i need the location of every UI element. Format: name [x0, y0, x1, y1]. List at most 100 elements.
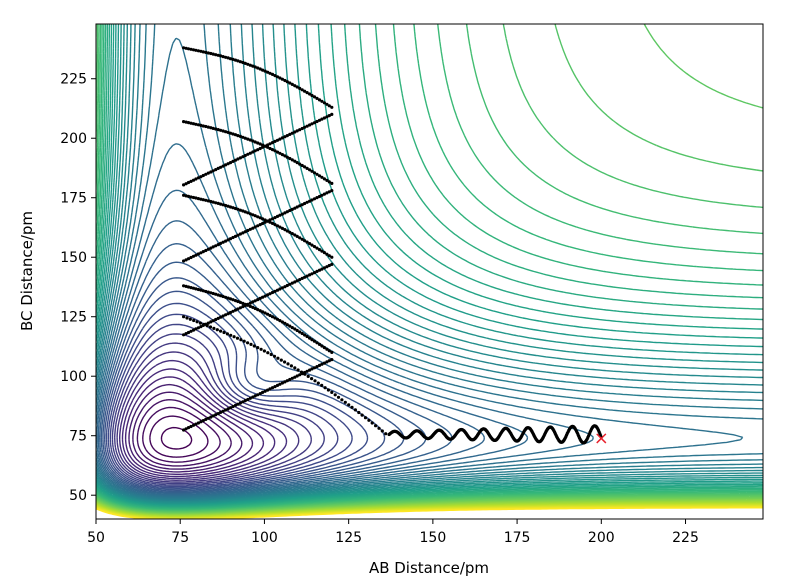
trajectory-point — [219, 315, 223, 319]
trajectory-point — [233, 403, 238, 407]
trajectory-point — [189, 424, 193, 429]
trajectory-point — [182, 428, 186, 432]
trajectory-point — [275, 288, 280, 292]
trajectory-point — [343, 400, 347, 404]
trajectory-point — [211, 291, 215, 296]
trajectory-point — [253, 225, 257, 229]
trajectory-point — [199, 288, 203, 292]
trajectory-point — [300, 276, 304, 280]
trajectory-point — [320, 344, 324, 348]
trajectory-point — [204, 124, 208, 129]
trajectory-point — [288, 208, 292, 213]
trajectory-point — [231, 159, 235, 163]
trajectory-point — [293, 159, 297, 163]
trajectory-point — [263, 294, 267, 298]
trajectory-point — [256, 308, 260, 312]
trajectory-point — [199, 49, 203, 53]
trajectory-point — [270, 148, 275, 152]
trajectory-point — [212, 326, 216, 330]
trajectory-point — [305, 91, 309, 95]
trajectory-point — [241, 301, 245, 305]
trajectory-point — [325, 102, 329, 106]
trajectory-point — [278, 287, 282, 291]
trajectory-point — [258, 223, 262, 227]
trajectory-point — [268, 142, 272, 146]
trajectory-point — [241, 60, 245, 65]
trajectory-point — [330, 105, 334, 109]
trajectory-point — [310, 377, 314, 381]
trajectory-point — [312, 171, 317, 175]
trajectory-point — [224, 408, 228, 412]
trajectory-point — [253, 306, 257, 311]
trajectory-point — [184, 120, 188, 124]
trajectory-point — [233, 308, 238, 312]
trajectory-point — [270, 386, 275, 390]
trajectory-point — [182, 46, 186, 50]
trajectory-point — [191, 328, 196, 332]
trajectory-point — [285, 379, 289, 383]
trajectory-point — [280, 212, 284, 216]
trajectory-point — [238, 208, 242, 212]
trajectory-point — [216, 412, 220, 416]
trajectory-point — [290, 326, 294, 330]
trajectory-point — [258, 392, 262, 396]
trajectory-point — [184, 284, 188, 288]
trajectory-point — [219, 128, 223, 132]
trajectory-point — [280, 381, 284, 385]
trajectory-point — [243, 399, 247, 403]
trajectory-point — [191, 178, 196, 182]
trajectory-point — [300, 88, 304, 92]
trajectory-point — [221, 55, 225, 59]
trajectory-point — [293, 233, 297, 237]
trajectory-point — [305, 274, 309, 278]
trajectory-point — [182, 315, 186, 319]
trajectory-point — [222, 330, 226, 335]
trajectory-point — [224, 313, 228, 317]
contour-line — [96, 24, 763, 503]
contour-line — [109, 323, 339, 486]
trajectory-point — [317, 342, 322, 346]
trajectory-point — [204, 417, 208, 421]
trajectory-point — [216, 243, 220, 247]
trajectory-point — [312, 245, 317, 249]
trajectory-point — [188, 317, 192, 321]
trajectory-point — [325, 191, 329, 195]
trajectory-point — [199, 175, 203, 179]
trajectory-point — [303, 239, 307, 243]
trajectory-point — [325, 252, 329, 256]
trajectory-point — [272, 354, 277, 358]
contour-line — [96, 24, 763, 505]
trajectory-point — [263, 220, 267, 224]
trajectory-point — [201, 419, 205, 423]
trajectory-point — [285, 134, 289, 138]
contour-line — [107, 313, 353, 488]
trajectory-point — [186, 257, 191, 261]
trajectory-point — [283, 228, 287, 232]
contour-line — [128, 383, 254, 473]
trajectory-point — [246, 137, 250, 141]
trajectory-point — [312, 95, 317, 99]
trajectory-point — [305, 369, 309, 373]
trajectory-point — [215, 328, 219, 332]
trajectory-point — [298, 128, 302, 132]
contour-line — [96, 24, 763, 507]
trajectory-point — [320, 117, 324, 121]
trajectory-point — [273, 316, 277, 320]
trajectory-point — [241, 135, 245, 139]
trajectory-point — [306, 374, 310, 378]
y-tick-label: 125 — [60, 310, 87, 326]
trajectory-point — [238, 232, 242, 236]
trajectory-point — [312, 366, 317, 370]
trajectory-point — [219, 202, 223, 206]
trajectory-point — [206, 199, 210, 203]
trajectory-point — [320, 267, 324, 271]
contour-line — [96, 24, 763, 499]
trajectory-point — [275, 138, 280, 142]
trajectory-point — [290, 232, 294, 236]
trajectory-point — [191, 286, 196, 290]
trajectory-point — [295, 161, 299, 165]
trajectory-point — [258, 67, 262, 71]
trajectory-point — [246, 211, 250, 215]
trajectory-point — [194, 287, 198, 291]
trajectory-point — [219, 241, 223, 245]
